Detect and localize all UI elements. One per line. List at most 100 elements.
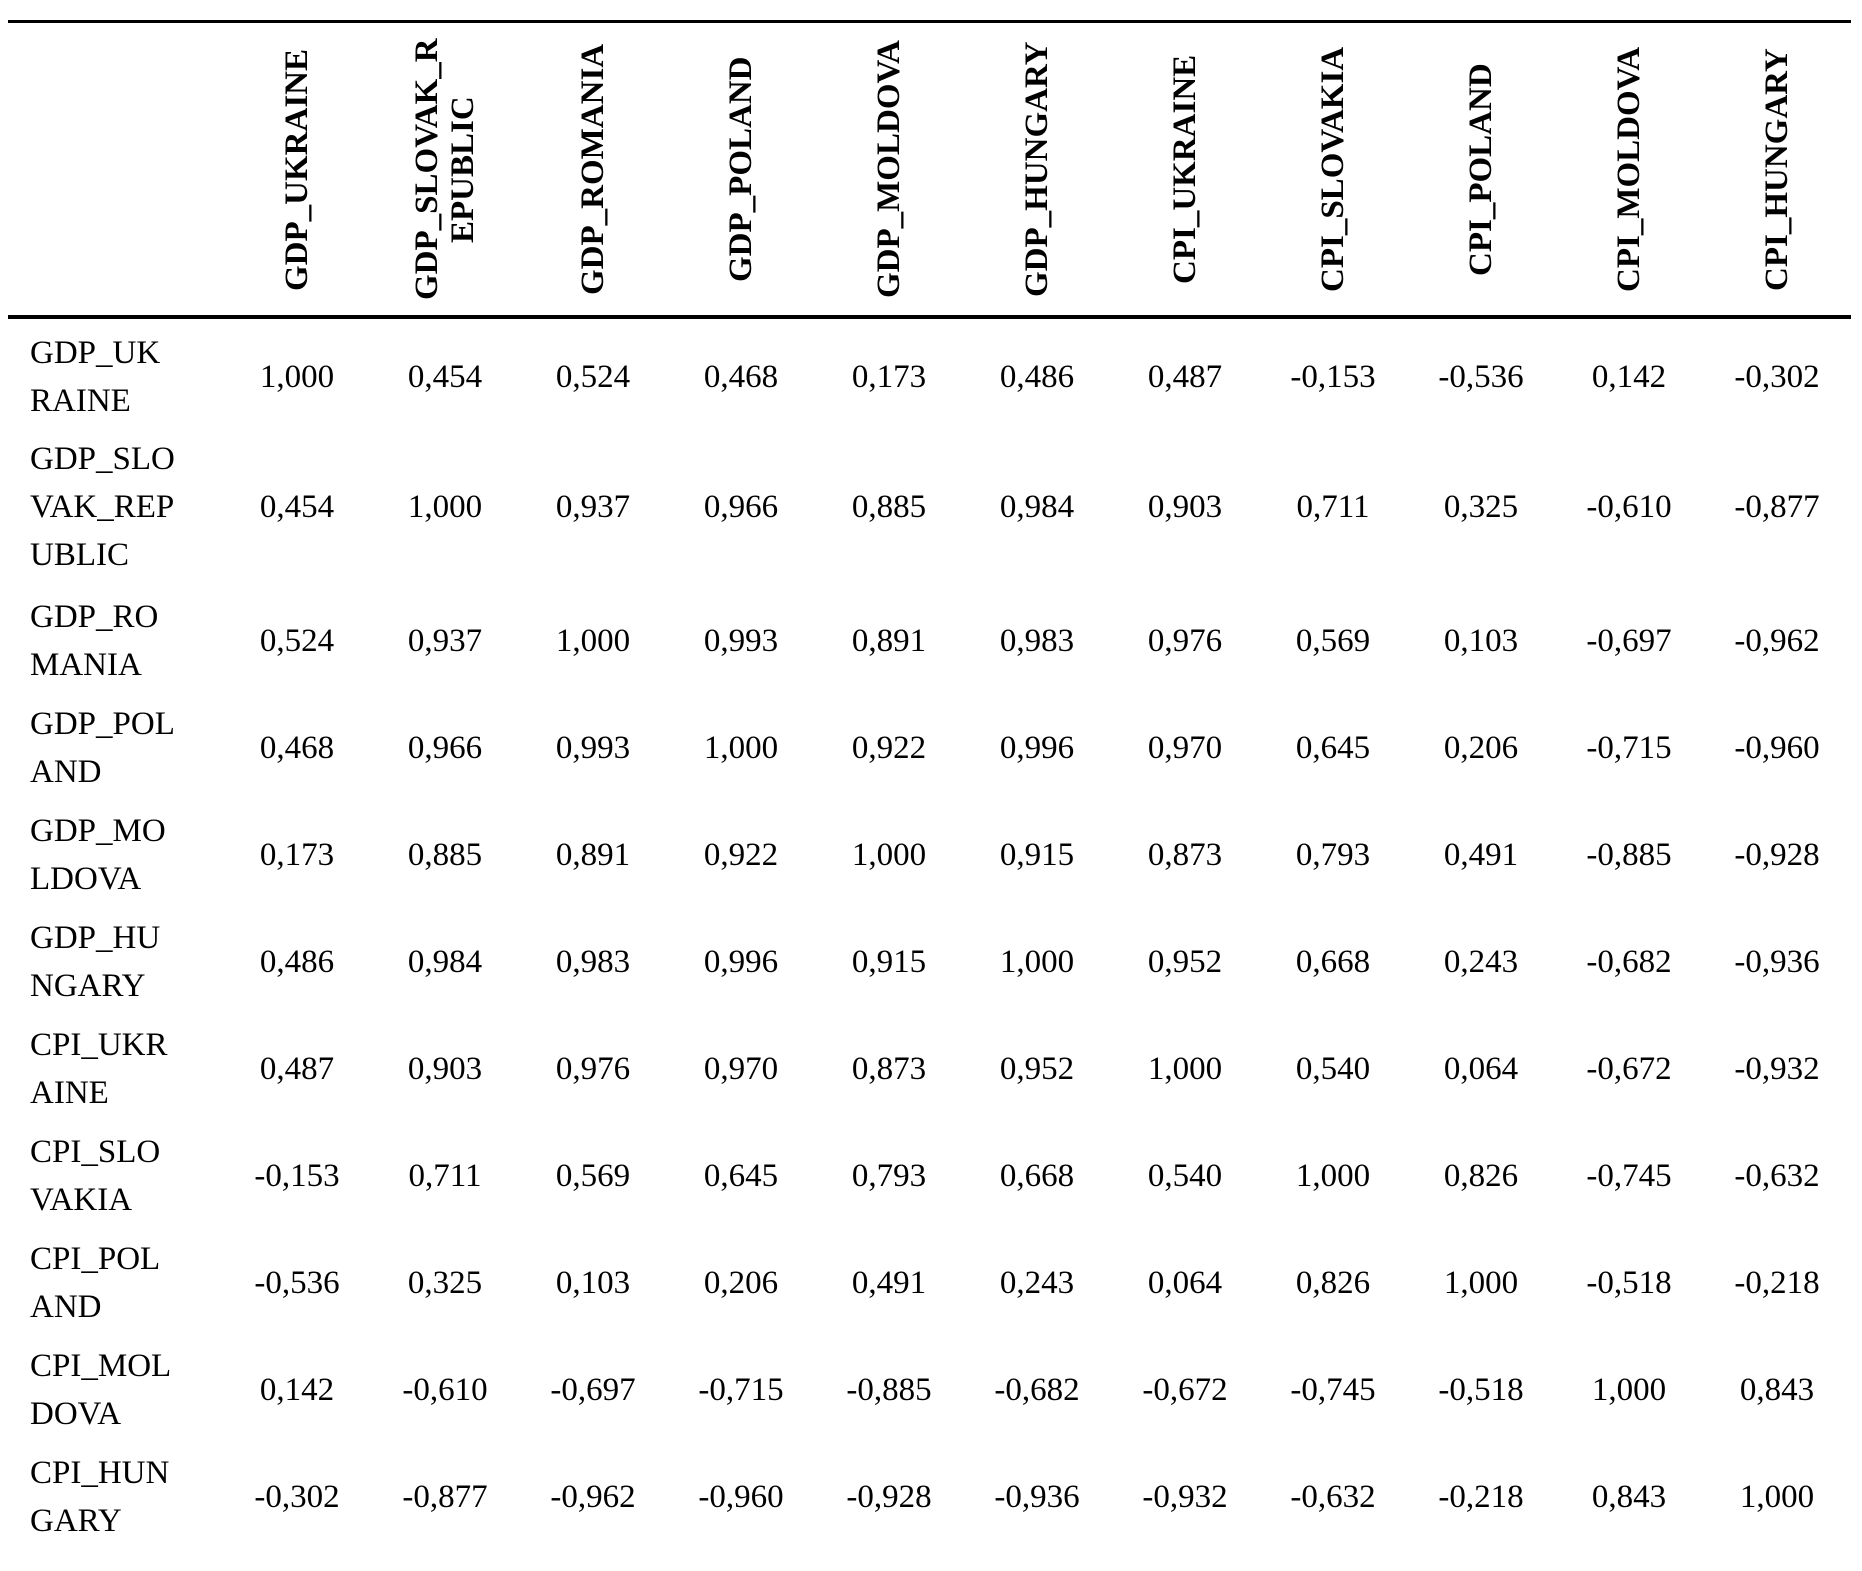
correlation-value: 0,064 [1443,1051,1519,1087]
correlation-value: 0,103 [1443,623,1519,659]
correlation-value: 0,540 [1147,1158,1223,1194]
correlation-value: 0,915 [999,837,1075,873]
table-row: CPI_POLAND -0,536 0,325 0,103 0,206 0,491 0,24… [8,1225,1851,1332]
column-header-cell: GDP_SLOVAK_REPUBLIC [371,21,519,319]
correlation-value: -0,697 [1586,623,1672,659]
row-label-cell: CPI_HUNGARY [8,1439,223,1546]
correlation-value: 1,000 [851,837,927,873]
correlation-value: 0,468 [703,359,779,395]
row-label-cell: GDP_HUNGARY [8,904,223,1011]
correlation-value: 0,966 [703,489,779,525]
column-header-label: GDP_UKRAINE [279,48,315,291]
correlation-value: 0,142 [1591,359,1667,395]
row-label: CPI_MOLDOVA [30,1348,172,1432]
correlation-value: -0,632 [1734,1158,1820,1194]
correlation-value: -0,885 [846,1372,932,1408]
table-row: GDP_HUNGARY 0,486 0,984 0,983 0,996 0,915 1,00… [8,904,1851,1011]
correlation-value: 0,915 [851,944,927,980]
column-header-cell: CPI_POLAND [1407,21,1555,319]
correlation-value: 0,793 [851,1158,927,1194]
correlation-value: 0,937 [555,489,631,525]
correlation-value: 0,966 [407,730,483,766]
correlation-value: -0,610 [1586,489,1672,525]
row-label: CPI_HUNGARY [30,1455,170,1539]
correlation-value: 0,873 [1147,837,1223,873]
correlation-value: 0,922 [703,837,779,873]
row-label-cell: CPI_MOLDOVA [8,1332,223,1439]
correlation-value: 0,487 [259,1051,335,1087]
column-header-label: GDP_ROMANIA [575,43,611,295]
correlation-value: -0,960 [1734,730,1820,766]
correlation-value: 0,891 [851,623,927,659]
correlation-value: 0,993 [555,730,631,766]
column-header-label: CPI_POLAND [1463,62,1499,276]
correlation-value: 0,524 [555,359,631,395]
correlation-value: -0,697 [550,1372,636,1408]
correlation-value: 1,000 [1443,1265,1519,1301]
correlation-value: -0,960 [698,1479,784,1515]
correlation-value: -0,936 [994,1479,1080,1515]
row-label: GDP_UKRAINE [30,335,161,419]
column-header-cell: CPI_UKRAINE [1111,21,1259,319]
correlation-value: 0,487 [1147,359,1223,395]
correlation-value: -0,218 [1734,1265,1820,1301]
correlation-value: 0,903 [1147,489,1223,525]
correlation-value: -0,153 [1290,359,1376,395]
correlation-value: -0,218 [1438,1479,1524,1515]
correlation-value: -0,745 [1586,1158,1672,1194]
correlation-value: 0,873 [851,1051,927,1087]
table-row: GDP_POLAND 0,468 0,966 0,993 1,000 0,922 0,996… [8,690,1851,797]
column-header-cell: CPI_SLOVAKIA [1259,21,1407,319]
correlation-value: 0,711 [408,1158,482,1194]
correlation-value: -0,745 [1290,1372,1376,1408]
table-row: CPI_MOLDOVA 0,142 -0,610 -0,697 -0,715 -0,885… [8,1332,1851,1439]
correlation-value: 0,173 [851,359,927,395]
correlation-value: 0,206 [1443,730,1519,766]
row-label-cell: CPI_UKRAINE [8,1011,223,1118]
correlation-value: 0,996 [703,944,779,980]
correlation-value: -0,715 [698,1372,784,1408]
correlation-value: -0,672 [1586,1051,1672,1087]
table-row: GDP_ROMANIA 0,524 0,937 1,000 0,993 0,891 0,98… [8,583,1851,690]
column-header-label: CPI_UKRAINE [1167,54,1203,284]
row-label: GDP_HUNGARY [30,920,161,1004]
correlation-value: -0,536 [254,1265,340,1301]
column-header-label: GDP_POLAND [723,56,759,282]
column-header-cell: GDP_MOLDOVA [815,21,963,319]
column-header-label: GDP_SLOVAK_REPUBLIC [409,38,481,300]
correlation-value: -0,518 [1438,1372,1524,1408]
correlation-value: 0,486 [259,944,335,980]
row-label: GDP_MOLDOVA [30,813,166,897]
column-header-label: GDP_HUNGARY [1019,41,1055,297]
correlation-value: -0,518 [1586,1265,1672,1301]
column-header-cell: GDP_ROMANIA [519,21,667,319]
correlation-value: 0,206 [703,1265,779,1301]
correlation-value: 0,937 [407,623,483,659]
correlation-value: 0,984 [999,489,1075,525]
correlation-value: 1,000 [1295,1158,1371,1194]
correlation-value: -0,153 [254,1158,340,1194]
correlation-value: 0,524 [259,623,335,659]
table-row: GDP_UKRAINE 1,000 0,454 0,524 0,468 0,173 0,48… [8,317,1851,425]
correlation-value: -0,536 [1438,359,1524,395]
correlation-value: 0,468 [259,730,335,766]
correlation-value: 0,243 [999,1265,1075,1301]
correlation-value: 0,885 [407,837,483,873]
correlation-value: 0,922 [851,730,927,766]
correlation-value: 0,711 [1296,489,1370,525]
correlation-value: 0,976 [1147,623,1223,659]
column-header-cell: GDP_UKRAINE [223,21,371,319]
correlation-value: -0,682 [1586,944,1672,980]
table-row: CPI_UKRAINE 0,487 0,903 0,976 0,970 0,873 0,95… [8,1011,1851,1118]
row-label-cell: GDP_SLOVAK_REPUBLIC [8,425,223,583]
correlation-value: 0,996 [999,730,1075,766]
correlation-value: 1,000 [407,489,483,525]
correlation-value: 0,645 [703,1158,779,1194]
column-header-cell: GDP_HUNGARY [963,21,1111,319]
correlation-value: 0,983 [555,944,631,980]
correlation-value: 0,142 [259,1372,335,1408]
column-header-label: CPI_HUNGARY [1759,47,1795,291]
column-header-label: CPI_MOLDOVA [1611,46,1647,292]
table-row: CPI_SLOVAKIA -0,153 0,711 0,569 0,645 0,793 0,… [8,1118,1851,1225]
correlation-value: 0,952 [999,1051,1075,1087]
